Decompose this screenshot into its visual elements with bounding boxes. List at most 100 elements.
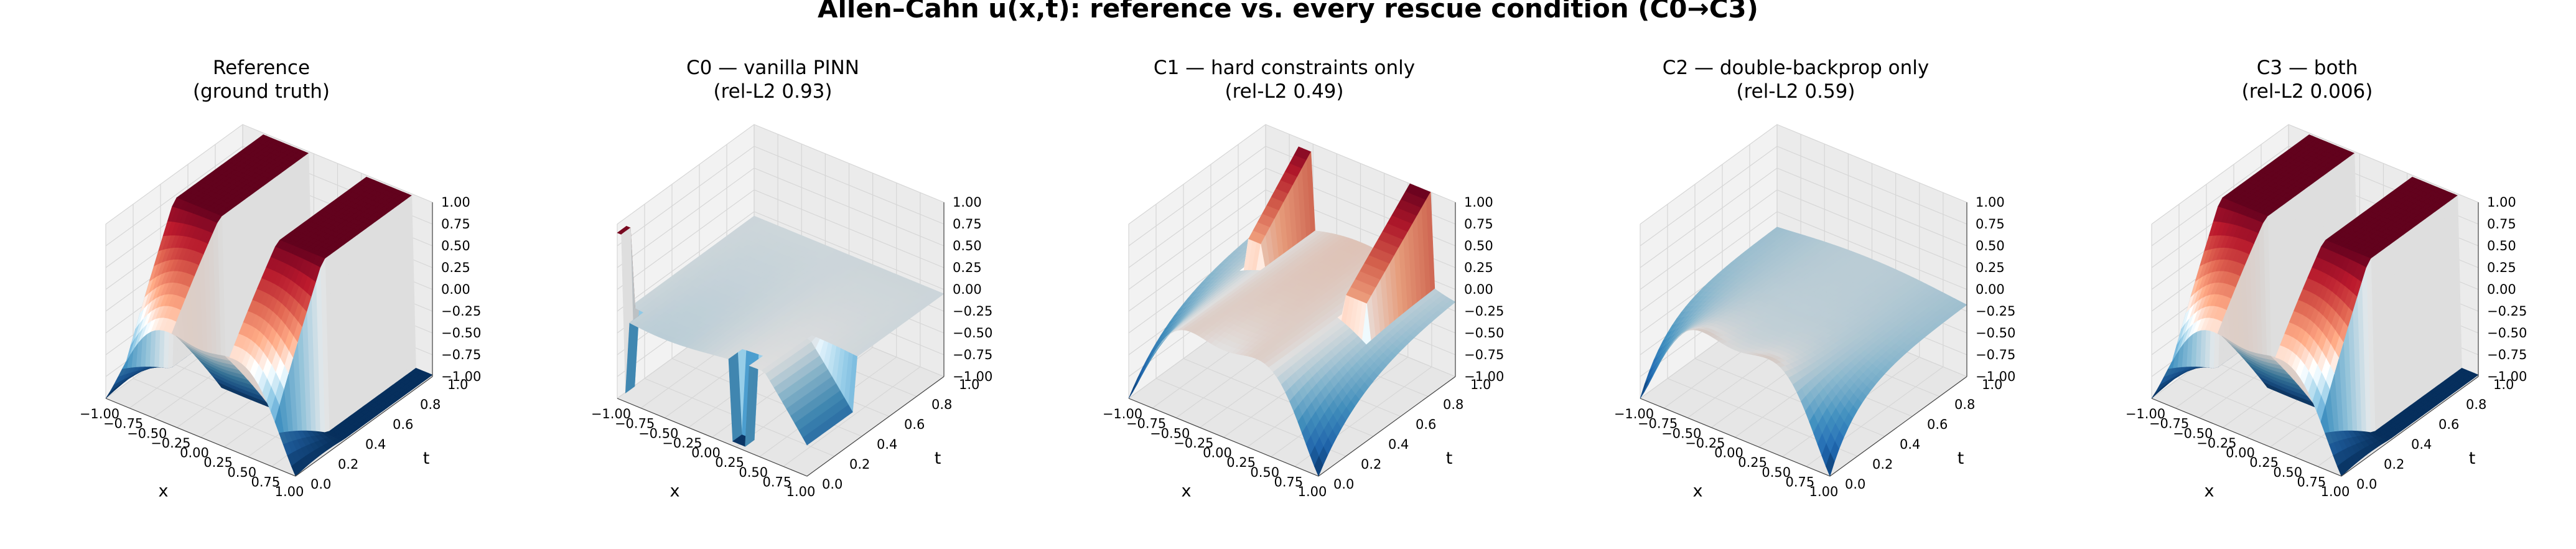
grid-line-u [617,211,945,312]
u-tick-label: 0.75 [441,217,470,232]
surface [105,134,433,477]
u-tick-label: 1.00 [441,195,470,210]
u-tick-label: −0.50 [953,326,992,340]
x-tick-label: 0.25 [715,455,744,470]
t-tick-label: 0.8 [420,397,441,412]
u-tick-label: 0.75 [1464,217,1493,232]
t-axis-label: t [935,449,941,468]
t-axis-label: t [1446,449,1453,468]
x-tick-label: −0.75 [615,416,655,431]
t-tick-label: 0.4 [365,437,386,452]
x-tick-label: 1.00 [275,484,304,499]
x-tick-label: −0.25 [662,436,702,451]
surface-facet [1314,456,1323,477]
t-tick-label: 1.0 [447,377,468,392]
surface-facet [802,434,812,446]
x-tick-label: 0.00 [1203,446,1232,461]
figure-title: Allen–Cahn u(x,t): reference vs. every r… [818,0,1758,24]
x-tick-label: 0.25 [1226,455,1256,470]
x-tick-label: −0.50 [127,426,167,441]
x-tick-label: 0.25 [203,455,233,470]
grid-line-u [1640,124,1967,225]
panel-title-line1: C0 — vanilla PINN [686,57,859,79]
surface-plot-c1: −1.00−0.75−0.50−0.250.000.250.500.751.00… [1103,124,1504,501]
u-tick-label: −0.50 [441,326,481,340]
t-tick-label: 0.6 [1416,417,1436,432]
grid-line-u [1640,189,1967,290]
x-tick-label: −0.75 [1126,416,1166,431]
x-tick-label: −1.00 [1103,406,1142,421]
panel-c0: C0 — vanilla PINN (rel-L2 0.93) −1.00 −0.… [518,50,1028,548]
x-axis-label: x [1182,482,1192,501]
u-tick-label: 0.50 [953,238,982,253]
x-tick-label: −0.25 [151,436,190,451]
grid-line-u [1640,211,1967,312]
x-tick-label: 0.50 [1250,465,1279,480]
x-tick-label: −0.25 [1174,436,1213,451]
t-tick-label: 0.6 [393,417,413,432]
surface-facet [291,462,301,477]
axis-line-x [105,376,433,477]
u-tick-label: −0.75 [441,347,481,362]
x-tick-label: 0.50 [227,465,256,480]
t-tick-label: 0.0 [822,477,842,492]
panel-reference: Reference (ground truth) −1.00 −0.75 −0.50… [6,50,516,548]
u-tick-label: 1.00 [1464,195,1493,210]
u-tick-label: 0.00 [1464,282,1493,297]
grid-line-u [617,146,945,246]
u-tick-label: −0.25 [953,304,992,319]
panel-title-line1: C2 — double-backprop only [1662,57,1930,79]
axis-line-x [1128,376,1456,477]
panel-title: C2 — double-backprop only (rel-L2 0.59) [1541,56,2051,103]
panel-title: C0 — vanilla PINN (rel-L2 0.93) [518,56,1028,103]
u-tick-label: 0.50 [441,238,470,253]
x-tick-label: 0.00 [180,446,209,461]
grid-line-u [1640,146,1967,246]
x-tick-label: 0.00 [691,446,721,461]
panel-title-line2: (rel-L2 0.49) [1225,80,1344,103]
panel-title-line2: (rel-L2 0.59) [1736,80,1855,103]
grid-line-u [1640,167,1967,268]
x-tick-label: 1.00 [786,484,816,499]
u-tick-label: 0.25 [1464,260,1493,275]
panel-title-line1: Reference [212,57,310,79]
u-tick-label: 0.50 [1464,238,1493,253]
x-tick-label: 0.50 [739,465,768,480]
u-tick-label: −0.50 [1464,326,1504,340]
u-tick-label: −1.00 [441,369,481,384]
t-tick-label: 0.2 [1361,457,1381,472]
u-tick-label: 0.75 [953,217,982,232]
x-tick-label: −1.00 [591,406,631,421]
u-tick-label: −0.75 [1464,347,1504,362]
t-tick-label: 1.0 [1470,377,1491,392]
panel-c2: C2 — double-backprop only (rel-L2 0.59) … [1541,50,2051,548]
t-tick-label: 0.2 [849,457,870,472]
grid-line-u [617,167,945,268]
t-tick-label: 0.8 [931,397,952,412]
x-tick-label: 0.75 [251,474,280,489]
x-axis-label: x [159,482,169,501]
grid-line-u [105,124,433,225]
x-axis-label: x [670,482,680,501]
surface-plot-c0: −1.00−0.75−0.50−0.250.000.250.500.751.00… [591,124,992,501]
t-tick-label: 0.0 [1333,477,1354,492]
t-tick-label: 1.0 [959,377,979,392]
panel-c1: C1 — hard constraints only (rel-L2 0.49)… [1029,50,1539,548]
u-tick-label: 0.00 [953,282,982,297]
grid-line-u [1128,146,1456,246]
grid-line-u [617,189,945,290]
t-axis-label: t [423,449,430,468]
panel-title-line2: (rel-L2 0.93) [713,80,833,103]
panel-title-line1: C1 — hard constraints only [1153,57,1416,79]
x-tick-label: −0.50 [638,426,678,441]
x-tick-label: 1.00 [1298,484,1327,499]
panel-title: Reference (ground truth) [6,56,516,103]
t-tick-label: 0.2 [338,457,358,472]
u-tick-label: 0.25 [441,260,470,275]
u-tick-label: −0.25 [1464,304,1504,319]
t-tick-label: 0.4 [1388,437,1409,452]
axis-line-x [617,376,945,477]
panel-title: C1 — hard constraints only (rel-L2 0.49) [1029,56,1539,103]
u-tick-label: 1.00 [953,195,982,210]
x-tick-label: −1.00 [80,406,119,421]
